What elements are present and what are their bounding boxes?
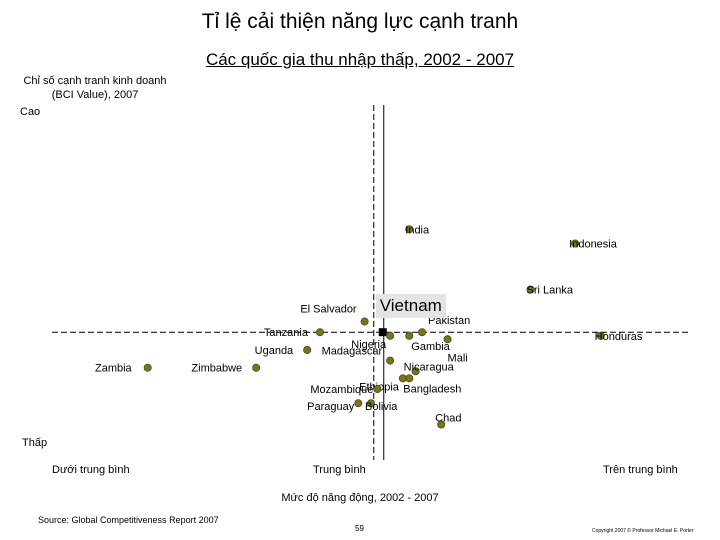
copyright-note: Copyright 2007 © Professor Michael E. Po… [592, 528, 694, 534]
point-sri-lanka [526, 285, 535, 294]
point-nigeria [386, 331, 395, 340]
point-zambia [143, 363, 152, 372]
point-gambia [405, 331, 414, 340]
label-bolivia: Bolivia [365, 401, 398, 413]
x-axis-average-label: Trung bình [313, 464, 366, 476]
label-tanzania: Tanzania [264, 327, 309, 339]
label-sri-lanka: Sri Lanka [527, 285, 574, 297]
label-zambia: Zambia [95, 363, 133, 375]
y-axis-high-label: Cao [20, 106, 41, 118]
page-number: 59 [355, 524, 364, 533]
label-india: India [405, 224, 430, 236]
x-axis-below-label: Dưới trung bình [52, 464, 130, 476]
point-el-salvador [360, 317, 369, 326]
source-note: Source: Global Competitiveness Report 20… [38, 515, 219, 525]
label-honduras: Honduras [595, 331, 643, 343]
point-uganda [303, 345, 312, 354]
label-mozambique: Mozambique [310, 384, 373, 396]
label-el-salvador: El Salvador [300, 304, 357, 316]
point-mozambique [373, 384, 382, 393]
point-paraguay [354, 399, 363, 408]
point-vietnam [378, 328, 387, 337]
point-bolivia [366, 399, 375, 408]
label-nigeria: Nigeria [351, 339, 387, 351]
point-bangladesh [405, 374, 414, 383]
point-chad [437, 420, 446, 429]
label-bangladesh: Bangladesh [403, 383, 461, 395]
point-zimbabwe [252, 363, 261, 372]
point-honduras [596, 331, 605, 340]
label-paraguay: Paraguay [307, 401, 355, 413]
x-axis-above-label: Trên trung bình [603, 464, 678, 476]
chart-title: Tỉ lệ cải thiện năng lực cạnh tranh [201, 10, 519, 33]
label-mali: Mali [448, 352, 468, 364]
y-axis-label: Chỉ số cạnh tranh kinh doanh (BCI Value)… [0, 74, 190, 102]
point-pakistan [418, 328, 427, 337]
y-axis-label-line2: (BCI Value), 2007 [51, 89, 139, 101]
label-madagascar: Madagascar [322, 346, 383, 358]
point-nicaragua [411, 367, 420, 376]
point-madagascar [386, 356, 395, 365]
label-indonesia: Indonesia [569, 238, 618, 250]
label-zimbabwe: Zimbabwe [191, 363, 242, 375]
label-uganda: Uganda [255, 345, 294, 357]
label-nicaragua: Nicaragua [404, 361, 455, 373]
point-tanzania [315, 328, 324, 337]
label-vietnam: Vietnam [375, 294, 446, 319]
point-india [405, 225, 414, 234]
label-gambia: Gambia [411, 341, 450, 353]
label-pakistan: Pakistan [428, 315, 470, 327]
point-mali [443, 335, 452, 344]
chart-subtitle: Các quốc gia thu nhập thấp, 2002 - 2007 [205, 50, 515, 69]
point-indonesia [571, 239, 580, 248]
x-axis-label: Mức độ năng động, 2002 - 2007 [281, 492, 439, 504]
y-axis-label-line1: Chỉ số cạnh tranh kinh doanh [23, 75, 167, 87]
label-chad: Chad [435, 413, 461, 425]
y-axis-low-label: Thấp [22, 437, 48, 449]
